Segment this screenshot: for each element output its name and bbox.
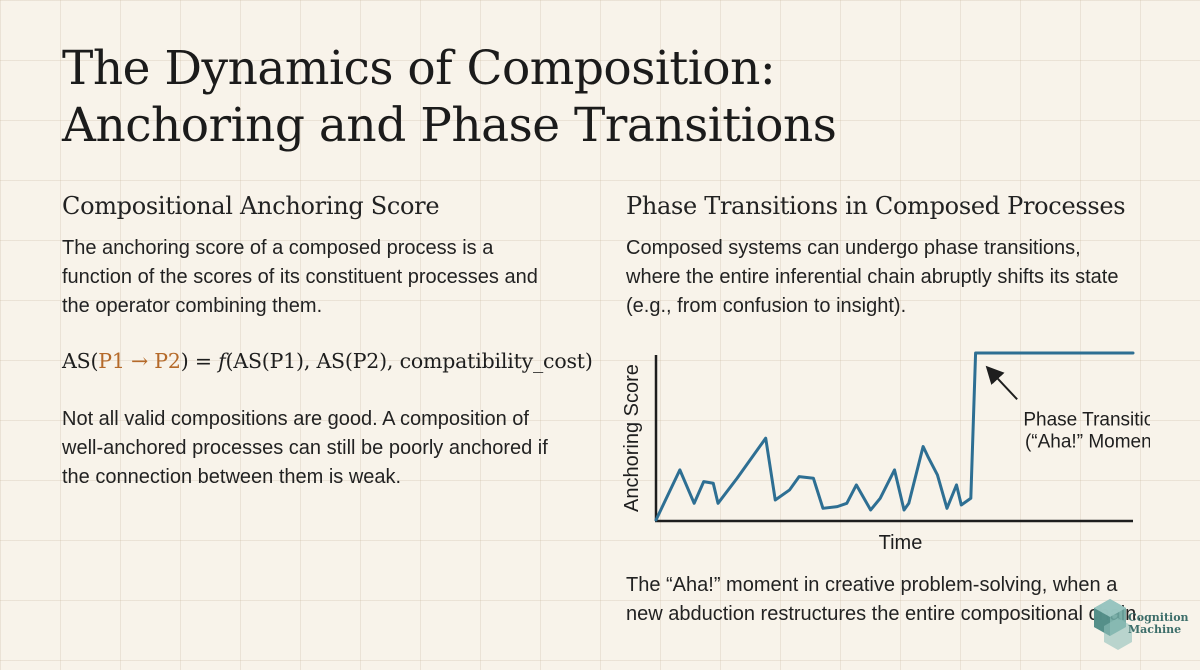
text-line: where the entire inferential chain abrup… bbox=[626, 266, 1119, 288]
text-line: The “Aha!” moment in creative problem-so… bbox=[626, 574, 1118, 596]
formula-highlight: P1 → P2 bbox=[98, 349, 181, 373]
title-line-1: The Dynamics of Composition: bbox=[62, 41, 776, 96]
right-heading: Phase Transitions in Composed Processes bbox=[626, 192, 1126, 220]
right-caption: The “Aha!” moment in creative problem-so… bbox=[626, 571, 1142, 629]
title-line-2: Anchoring and Phase Transitions bbox=[62, 98, 837, 153]
text-line: the connection between them is weak. bbox=[62, 466, 402, 488]
phase-transition-chart: Anchoring Score Time Phase Transition (“… bbox=[621, 351, 1150, 554]
text-line: Not all valid compositions are good. A c… bbox=[62, 408, 529, 430]
y-axis-label: Anchoring Score bbox=[621, 364, 643, 512]
left-heading: Compositional Anchoring Score bbox=[62, 192, 440, 220]
left-paragraph-2: Not all valid compositions are good. A c… bbox=[62, 405, 548, 492]
formula-function: f bbox=[218, 349, 226, 373]
text-line: The anchoring score of a composed proces… bbox=[62, 237, 494, 259]
cognition-machine-logo bbox=[1094, 599, 1132, 650]
x-axis-label: Time bbox=[879, 532, 923, 554]
left-paragraph-1: The anchoring score of a composed proces… bbox=[62, 234, 538, 321]
text-line: the operator combining them. bbox=[62, 295, 323, 317]
right-paragraph-1: Composed systems can undergo phase trans… bbox=[626, 234, 1118, 321]
text-line: well-anchored processes can still be poo… bbox=[62, 437, 548, 459]
formula-prefix: AS( bbox=[62, 349, 99, 373]
annotation-label-line-2: (“Aha!” Moment) bbox=[1025, 431, 1150, 452]
formula-suffix: (AS(P1), AS(P2), compatibility_cost) bbox=[225, 349, 593, 373]
page-title: The Dynamics of Composition: Anchoring a… bbox=[62, 40, 1062, 154]
text-line: Composed systems can undergo phase trans… bbox=[626, 237, 1081, 259]
text-line: new abduction restructures the entire co… bbox=[626, 603, 1142, 625]
text-line: (e.g., from confusion to insight). bbox=[626, 295, 907, 317]
logo-text: Cognition Machine bbox=[1128, 612, 1189, 636]
series-line bbox=[654, 351, 1135, 522]
annotation-arrow bbox=[985, 365, 1018, 401]
anchoring-formula: AS(P1 → P2) = f(AS(P1), AS(P2), compatib… bbox=[62, 346, 593, 376]
logo-text-line-2: Machine bbox=[1128, 623, 1182, 636]
formula-mid: ) = bbox=[180, 349, 219, 373]
annotation-label-line-1: Phase Transition bbox=[1023, 409, 1150, 430]
logo-text-line-1: Cognition bbox=[1128, 611, 1189, 624]
text-line: function of the scores of its constituen… bbox=[62, 266, 538, 288]
